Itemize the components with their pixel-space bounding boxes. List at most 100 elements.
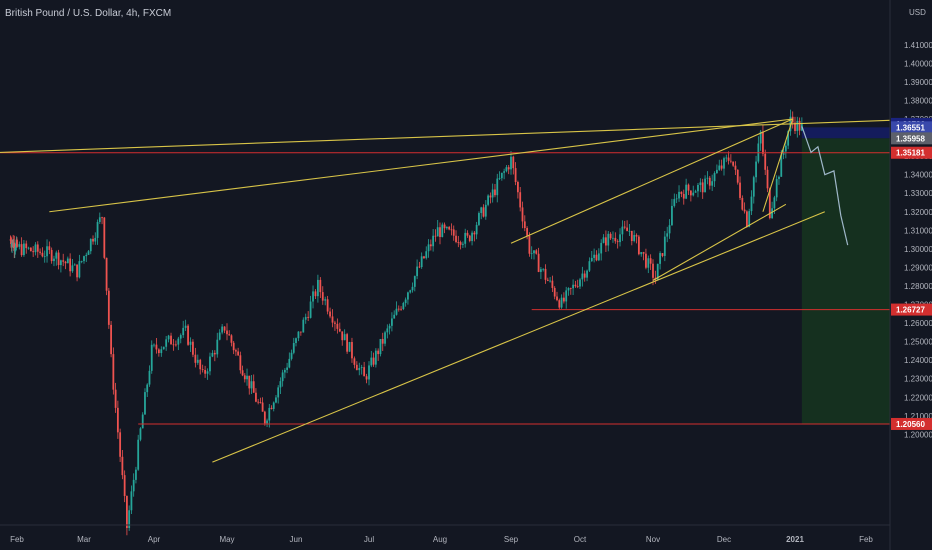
- level-price-badge[interactable]: [891, 146, 932, 159]
- price-tick-label: 1.39000: [904, 78, 932, 87]
- candle-body: [235, 350, 237, 352]
- projection-path[interactable]: [801, 126, 849, 246]
- candle-body: [750, 196, 753, 212]
- candle-body: [704, 178, 706, 193]
- candle-body: [135, 469, 137, 480]
- candle-body: [773, 197, 776, 209]
- candle-body: [448, 226, 451, 230]
- candle-body: [551, 280, 554, 288]
- candle-body: [771, 208, 773, 219]
- candle-body: [36, 244, 39, 252]
- candle-body: [729, 160, 732, 162]
- price-tick-label: 1.38000: [904, 96, 932, 105]
- candle-body: [132, 479, 135, 492]
- candle-body: [393, 314, 396, 319]
- candle-body: [743, 209, 746, 212]
- candle-body: [553, 287, 556, 297]
- candle-body: [239, 355, 242, 371]
- trendline[interactable]: [652, 203, 787, 281]
- candle-body: [661, 253, 664, 256]
- candle-body: [139, 428, 142, 440]
- candle-body: [556, 296, 558, 301]
- price-axis[interactable]: [890, 0, 932, 550]
- candle-body: [455, 235, 457, 243]
- price-tick-label: 1.40000: [904, 59, 932, 68]
- entry-price-badge[interactable]: [891, 132, 932, 145]
- candle-body: [326, 299, 329, 312]
- candle-body: [98, 217, 101, 223]
- candle-body: [130, 491, 133, 511]
- candle-body: [666, 233, 669, 237]
- time-tick-label: May: [219, 535, 234, 544]
- candle-body: [484, 204, 487, 217]
- candle-body: [778, 176, 780, 180]
- candle-body: [718, 165, 721, 170]
- candle-body: [78, 261, 81, 278]
- candle-body: [76, 264, 78, 278]
- candle-body: [288, 358, 291, 368]
- candle-body: [153, 344, 155, 346]
- candle-body: [182, 327, 185, 336]
- candle-body: [155, 344, 158, 350]
- candle-body: [331, 316, 334, 323]
- candle-body: [432, 235, 435, 247]
- trendline[interactable]: [49, 118, 793, 213]
- candle-body: [144, 392, 146, 415]
- candle-body: [473, 232, 476, 235]
- trendline[interactable]: [0, 118, 926, 153]
- level-price-badge[interactable]: [891, 303, 932, 316]
- candle-body: [243, 375, 246, 380]
- time-tick-label: 2021: [786, 535, 804, 544]
- candle-body: [189, 341, 192, 345]
- candle-body: [716, 169, 718, 174]
- candle-body: [441, 224, 444, 238]
- candle-body: [409, 290, 412, 293]
- candle-body: [621, 226, 624, 235]
- candle-body: [363, 367, 366, 377]
- candle-body: [18, 244, 21, 247]
- candle-body: [466, 232, 469, 236]
- stop-price-badge[interactable]: [891, 121, 932, 134]
- candle-body: [549, 280, 551, 282]
- candle-body: [680, 191, 683, 194]
- candle-body: [281, 372, 284, 382]
- candle-body: [46, 246, 48, 257]
- candle-body: [252, 381, 255, 393]
- candle-body: [649, 258, 652, 264]
- price-axis-unit: USD: [909, 8, 926, 17]
- candle-body: [209, 356, 211, 372]
- candle-body: [663, 236, 666, 256]
- trendline[interactable]: [212, 211, 825, 463]
- candle-body: [43, 256, 46, 258]
- candle-body: [71, 265, 74, 272]
- trendline[interactable]: [762, 118, 794, 212]
- candle-body: [569, 288, 572, 289]
- candle-body: [542, 268, 545, 270]
- time-tick-label: Feb: [10, 535, 24, 544]
- candle-body: [510, 156, 512, 170]
- candle-body: [487, 195, 489, 205]
- candle-body: [560, 297, 563, 308]
- candle-body: [673, 199, 676, 206]
- candle-body: [530, 253, 533, 255]
- candle-body: [11, 242, 13, 248]
- candle-body: [55, 252, 58, 259]
- candle-body: [739, 182, 741, 198]
- candle-body: [194, 354, 197, 363]
- candle-body: [628, 230, 631, 232]
- candle-body: [48, 246, 51, 250]
- trendline[interactable]: [510, 118, 793, 244]
- candle-body: [346, 334, 348, 352]
- candle-body: [87, 251, 90, 255]
- candle-body: [668, 225, 671, 234]
- level-price-badge[interactable]: [891, 417, 932, 430]
- candle-body: [259, 402, 262, 403]
- candle-body: [272, 402, 275, 409]
- candle-body: [290, 352, 293, 359]
- candle-body: [720, 165, 723, 169]
- candle-body: [338, 328, 341, 332]
- candle-body: [160, 349, 163, 354]
- candle-body: [324, 299, 327, 301]
- candle-body: [609, 233, 612, 239]
